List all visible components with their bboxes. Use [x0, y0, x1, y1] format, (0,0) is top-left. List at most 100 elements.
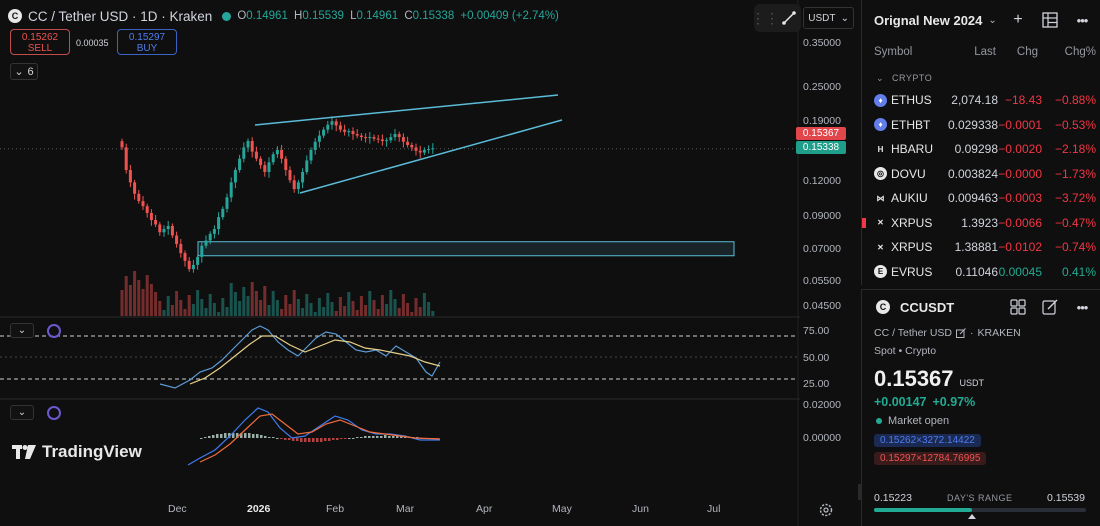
drag-handle-icon[interactable]: ⋮⋮	[751, 4, 779, 32]
watchlist-row[interactable]: ♦ ETHBT 0.029338 −0.0001 −0.53%	[862, 113, 1100, 138]
days-range-fill	[874, 508, 972, 512]
macd-histogram-bar	[216, 434, 219, 438]
price-axis-label: 0.07000	[803, 243, 841, 255]
details-price-row: 0.15367 USDT	[862, 366, 1100, 392]
watchlist-row[interactable]: ♦ ETHUS 2,074.18 −18.43 −0.88%	[862, 88, 1100, 113]
col-chg[interactable]: Chg	[1016, 46, 1038, 58]
crypto-section-header[interactable]: ⌄ CRYPTO	[862, 68, 1100, 88]
macd-histogram-bar	[308, 438, 311, 442]
volume-bar	[120, 290, 124, 316]
symbol-text: ETHBT	[891, 117, 931, 132]
trendline-icon	[781, 11, 796, 25]
range-low: 0.15223	[874, 492, 912, 504]
macd-indicator-icon[interactable]	[47, 406, 61, 420]
macd-histogram-bar	[276, 438, 279, 439]
macd-collapse-button[interactable]: ⌄	[10, 405, 34, 420]
rsi-collapse-button[interactable]: ⌄	[10, 323, 34, 338]
candle-body	[410, 144, 414, 148]
macd-histogram-bar	[264, 436, 267, 438]
symbol-title[interactable]: CC / Tether USD · 1D · Kraken	[28, 8, 213, 24]
col-last[interactable]: Last	[974, 46, 996, 58]
volume-bar	[166, 296, 170, 316]
macd-histogram-bar	[332, 438, 335, 440]
watchlist-row[interactable]: ⋈ AUKIU 0.009463 −0.0003 −3.72%	[862, 186, 1100, 211]
candle-body	[372, 137, 376, 139]
chevron-down-icon[interactable]: ⌄	[988, 14, 997, 26]
days-range-bar	[874, 508, 1086, 512]
watchlist-row[interactable]: E EVRUS 0.11046 0.00045 0.41%	[862, 260, 1100, 285]
candle-body	[208, 233, 212, 241]
sell-button[interactable]: 0.15262 SELL	[10, 29, 70, 55]
volume-bar	[288, 304, 292, 316]
row-chg-pct: −2.18%	[1054, 142, 1096, 157]
volume-bar	[359, 296, 363, 316]
buy-button[interactable]: 0.15297 BUY	[117, 29, 177, 55]
volume-bar	[368, 291, 372, 316]
volume-bar	[393, 299, 397, 316]
flag-marker-icon[interactable]	[862, 217, 866, 228]
panel-resize-handle[interactable]	[858, 484, 861, 500]
chevron-down-icon: ⌄	[840, 12, 849, 24]
indicators-toggle-button[interactable]: ⌄ 6	[10, 63, 38, 80]
volume-bar	[351, 301, 355, 316]
macd-histogram-bar	[212, 435, 215, 438]
sell-label: SELL	[27, 43, 53, 54]
details-symbol[interactable]: CCUSDT	[900, 299, 955, 315]
rsi-indicator-icon[interactable]	[47, 324, 61, 338]
col-chg-pct[interactable]: Chg%	[1064, 46, 1096, 58]
volume-bar	[372, 300, 376, 316]
macd-histogram-bar	[376, 436, 379, 438]
volume-bar	[233, 292, 237, 316]
auki-icon: ⋈	[876, 193, 885, 203]
rsi-axis-label: 50.00	[803, 352, 830, 364]
candle-body	[359, 135, 363, 138]
quote-currency-select[interactable]: USDT ⌄	[803, 7, 854, 29]
symbol-text: DOVU	[891, 166, 926, 181]
volume-bar	[271, 291, 275, 316]
add-symbol-icon[interactable]: +	[1013, 11, 1023, 28]
time-axis-label: Feb	[326, 503, 345, 515]
col-symbol[interactable]: Symbol	[874, 46, 913, 58]
price-chart[interactable]	[0, 0, 858, 526]
time-axis-label: May	[552, 503, 572, 515]
watchlist-name[interactable]: Orignal New 2024	[874, 12, 983, 28]
watchlist-row[interactable]: ✕ XRPUS 1.3923 −0.0066 −0.47%	[862, 211, 1100, 236]
row-last: 1.3923	[961, 215, 998, 230]
candle-body	[364, 137, 368, 139]
volume-bar	[343, 306, 347, 316]
symbol-text: EVRUS	[891, 264, 933, 279]
row-chg-pct: −0.88%	[1054, 93, 1096, 108]
more-options-icon[interactable]: •••	[1076, 12, 1089, 28]
low-value: 0.14961	[356, 10, 399, 22]
row-chg: −0.0001	[998, 117, 1042, 132]
macd-histogram-bar	[320, 438, 323, 442]
volume-bar	[200, 299, 204, 316]
chart-panel[interactable]: C CC / Tether USD · 1D · Kraken O0.14961…	[0, 0, 858, 526]
candle-body	[334, 121, 338, 126]
edit-note-icon[interactable]	[1042, 299, 1058, 315]
symbol-type: Spot • Crypto	[874, 345, 937, 357]
watchlist-row[interactable]: H HBARU 0.09298 −0.0020 −2.18%	[862, 137, 1100, 162]
volume-bar	[309, 303, 313, 316]
grid-view-icon[interactable]	[1010, 299, 1026, 315]
candle-body	[427, 149, 431, 151]
external-link-icon[interactable]	[956, 328, 966, 338]
more-options-icon[interactable]: •••	[1076, 299, 1089, 315]
tradingview-logo[interactable]: TradingView	[12, 442, 142, 462]
candle-body	[275, 149, 279, 155]
macd-histogram-bar	[224, 433, 227, 438]
macd-histogram-bar	[324, 438, 327, 441]
volume-bar	[263, 286, 267, 316]
watchlist-row[interactable]: ◎ DOVU 0.003824 −0.0000 −1.73%	[862, 162, 1100, 187]
watchlist-row[interactable]: ✕ XRPUS 1.38881 −0.0102 −0.74%	[862, 235, 1100, 260]
candle-body	[191, 264, 195, 270]
candle-body	[229, 182, 233, 198]
symbol-text: ETHUS	[891, 93, 932, 108]
volume-bar	[284, 295, 288, 316]
candle-body	[254, 151, 258, 159]
settings-gear-icon[interactable]	[818, 502, 834, 518]
trendline-tool-button[interactable]	[776, 4, 802, 32]
candle-body	[280, 149, 284, 159]
watchlist-layout-icon[interactable]	[1042, 12, 1058, 28]
